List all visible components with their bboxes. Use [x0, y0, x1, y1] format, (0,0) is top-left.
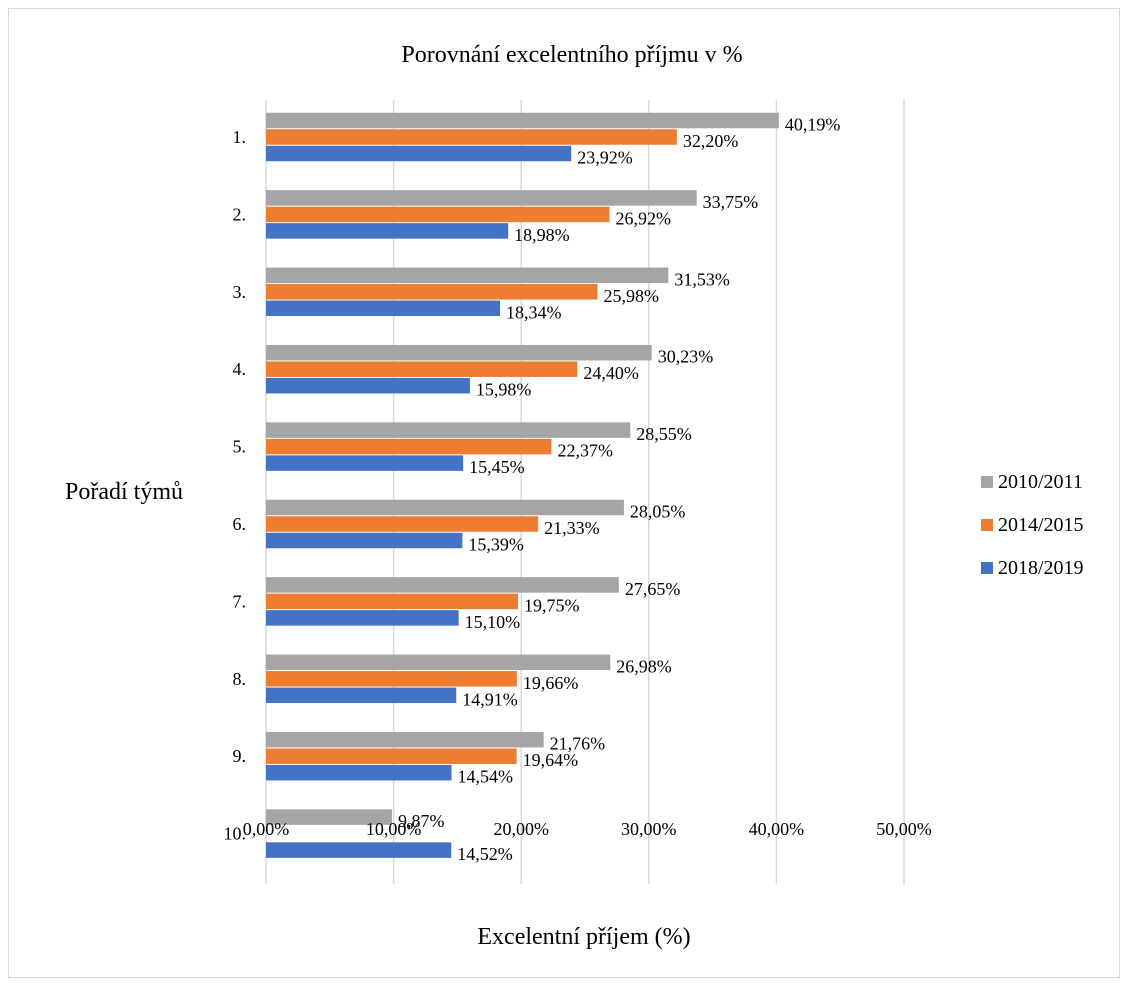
- data-label: 19,75%: [524, 595, 580, 615]
- y-tick-label: 4.: [233, 359, 247, 379]
- bar: [266, 422, 631, 438]
- x-tick-label: 0,00%: [243, 819, 290, 839]
- bars: [266, 112, 779, 858]
- bar: [266, 499, 624, 516]
- bar: [266, 516, 539, 532]
- data-label: 40,19%: [785, 115, 841, 135]
- bar: [266, 748, 517, 764]
- data-label: 15,39%: [468, 535, 524, 555]
- chart-title: Porovnání excelentního příjmu v %: [401, 42, 742, 68]
- x-tick-label: 20,00%: [493, 819, 549, 839]
- data-label: 19,64%: [523, 750, 579, 770]
- bar: [266, 206, 610, 223]
- bar: [266, 610, 459, 626]
- data-label: 24,40%: [583, 363, 639, 383]
- legend-label: 2010/2011: [998, 471, 1083, 493]
- data-label: 15,10%: [465, 612, 521, 632]
- data-label: 14,52%: [457, 844, 513, 864]
- data-label: 9,87%: [398, 811, 445, 831]
- data-labels: 40,19% 32,20% 23,92% 33,75% 26,92% 18,98% 31,5…: [398, 115, 840, 865]
- legend: 2010/2011 2014/2015 2018/2019: [981, 471, 1084, 579]
- data-label: 32,20%: [683, 131, 739, 151]
- data-label: 30,23%: [658, 347, 714, 367]
- x-tick-label: 30,00%: [621, 819, 677, 839]
- y-tick-label: 6.: [233, 514, 247, 534]
- y-tick-label: 3.: [233, 282, 247, 302]
- data-label: 21,76%: [550, 734, 606, 754]
- bar: [266, 654, 611, 671]
- legend-swatch: [981, 519, 993, 531]
- bar: [266, 809, 392, 825]
- y-tick-label: 8.: [233, 669, 247, 689]
- data-label: 28,55%: [636, 424, 692, 444]
- bar: [266, 455, 464, 471]
- bar: [266, 764, 452, 781]
- bar: [266, 377, 470, 394]
- data-label: 33,75%: [703, 192, 759, 212]
- data-label: 31,53%: [674, 269, 730, 289]
- y-tick-label: 2.: [233, 204, 247, 224]
- x-axis-title: Excelentní příjem (%): [477, 924, 690, 950]
- bar: [266, 284, 598, 300]
- data-label: 19,66%: [523, 673, 579, 693]
- data-label: 26,92%: [615, 208, 671, 228]
- y-tick-label: 9.: [233, 746, 247, 766]
- bar: [266, 344, 652, 361]
- legend-swatch: [981, 562, 993, 574]
- y-tick-label: 7.: [233, 591, 247, 611]
- bar: [266, 593, 519, 610]
- y-tick-label: 10.: [224, 824, 247, 844]
- bar: [266, 671, 517, 687]
- bar: [266, 129, 677, 145]
- bar: [266, 112, 779, 129]
- bar: [266, 267, 669, 284]
- data-label: 27,65%: [625, 579, 681, 599]
- bar: [266, 842, 452, 858]
- bar: [266, 687, 457, 704]
- data-label: 14,91%: [462, 689, 518, 709]
- legend-swatch: [981, 476, 993, 488]
- bar: [266, 300, 501, 317]
- axis-ticks: 0,00% 10,00% 20,00% 30,00% 40,00% 50,00% 1. 2. 3…: [224, 127, 932, 844]
- data-label: 18,98%: [514, 225, 570, 245]
- data-label: 15,45%: [469, 457, 524, 477]
- bar: [266, 361, 578, 377]
- data-label: 15,98%: [476, 380, 532, 400]
- bar: [266, 145, 572, 162]
- legend-label: 2018/2019: [998, 557, 1084, 579]
- data-label: 25,98%: [604, 286, 660, 306]
- x-tick-label: 50,00%: [876, 819, 932, 839]
- y-axis-title: Pořadí týmů: [65, 479, 183, 505]
- data-label: 28,05%: [630, 502, 686, 522]
- y-tick-label: 5.: [233, 437, 247, 457]
- bar: [266, 438, 552, 455]
- data-label: 14,54%: [458, 767, 514, 787]
- bar: [266, 577, 619, 593]
- bar: [266, 190, 697, 206]
- data-label: 26,98%: [616, 656, 672, 676]
- data-label: 18,34%: [506, 302, 562, 322]
- x-tick-label: 10,00%: [366, 819, 422, 839]
- x-tick-label: 40,00%: [749, 819, 805, 839]
- bar: [266, 223, 509, 239]
- bar: [266, 731, 544, 748]
- y-tick-label: 1.: [233, 127, 247, 147]
- legend-label: 2014/2015: [998, 514, 1084, 536]
- data-label: 21,33%: [544, 518, 600, 538]
- data-label: 23,92%: [577, 148, 633, 168]
- chart-frame: [8, 8, 1120, 978]
- data-label: 22,37%: [557, 441, 613, 461]
- bar: [266, 532, 463, 549]
